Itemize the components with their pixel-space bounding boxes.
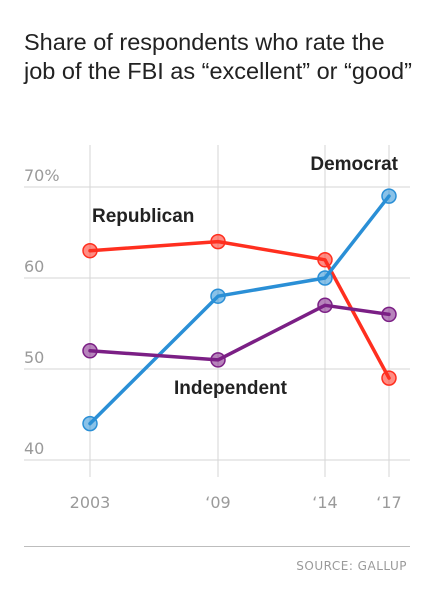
data-point-republican: [82, 242, 98, 259]
y-axis-ticks: 40 50 60 70%: [24, 166, 60, 458]
data-point-independent: [82, 343, 98, 359]
series-line-republican: [88, 239, 391, 380]
series-label-republican: Republican: [92, 206, 194, 227]
chart-title: Share of respondents who rate the job of…: [24, 29, 412, 84]
data-point-democrat: [82, 415, 98, 432]
data-point-independent: [381, 306, 397, 323]
x-tick-label: 2003: [70, 493, 111, 512]
footer-divider: [24, 546, 410, 547]
x-tick-label: ‘14: [312, 493, 337, 512]
data-point-republican: [210, 233, 226, 250]
x-axis-ticks: 2003 ‘09 ‘14 ‘17: [70, 493, 402, 512]
series-label-democrat: Democrat: [310, 154, 398, 175]
series-label-independent: Independent: [174, 378, 288, 399]
series-line-democrat: [88, 194, 391, 426]
data-point-democrat: [381, 188, 397, 204]
source-note: SOURCE: GALLUP: [296, 559, 407, 573]
data-point-independent: [210, 352, 226, 368]
series-labels: Republican Democrat Independent: [92, 154, 399, 399]
series-line-independent: [88, 303, 391, 362]
data-point-republican: [317, 252, 333, 268]
data-point-independent: [317, 297, 333, 314]
data-point-democrat: [210, 288, 226, 304]
y-tick-label: 70%: [24, 166, 60, 185]
y-tick-label: 50: [24, 348, 44, 367]
y-tick-label: 60: [24, 257, 44, 276]
x-tick-label: ‘17: [376, 493, 401, 512]
x-tick-label: ‘09: [205, 493, 230, 512]
data-point-republican: [381, 370, 397, 386]
y-tick-label: 40: [24, 439, 44, 458]
data-point-democrat: [317, 270, 333, 286]
series-lines: [82, 188, 397, 432]
